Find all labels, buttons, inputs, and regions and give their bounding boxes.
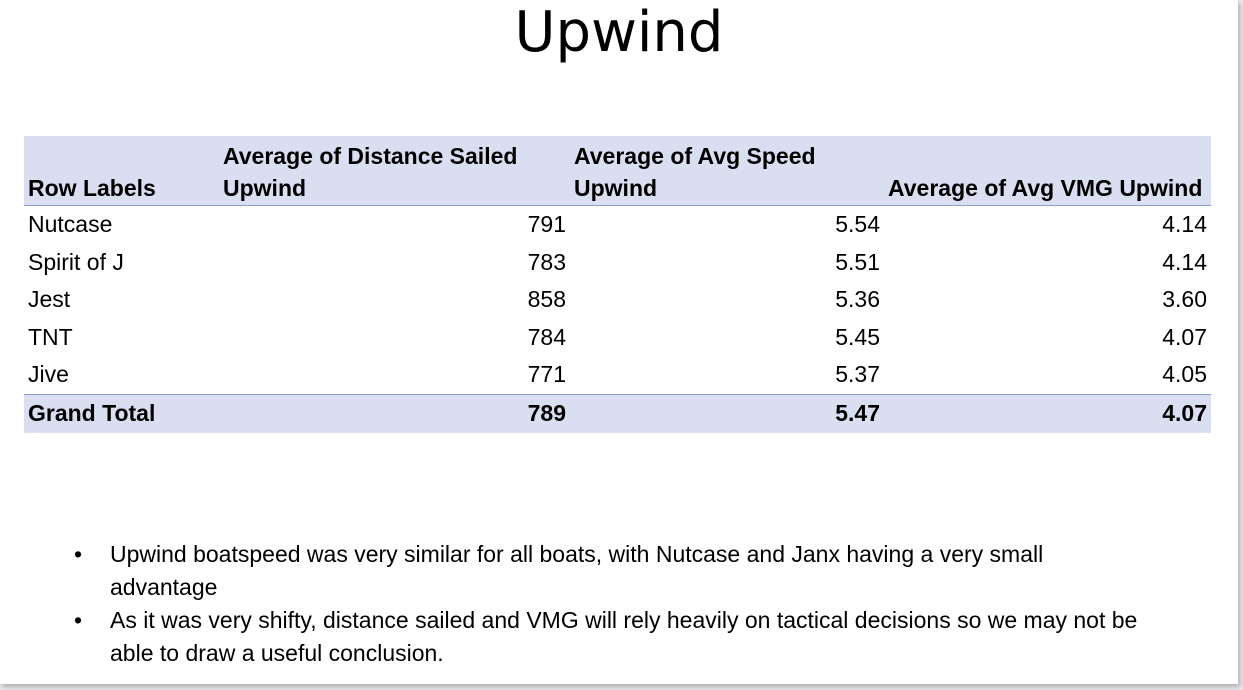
speed-cell: 5.37	[835, 361, 880, 388]
note-text: Upwind boatspeed was very similar for al…	[110, 541, 1044, 600]
total-vmg-cell: 4.07	[1162, 399, 1207, 426]
slide-title: Upwind	[514, 0, 724, 65]
vmg-cell: 3.60	[1162, 286, 1207, 313]
speed-cell: 5.45	[835, 323, 880, 350]
note-item: • As it was very shifty, distance sailed…	[74, 604, 1154, 670]
total-distance-cell: 789	[527, 399, 566, 426]
notes-list: • Upwind boatspeed was very similar for …	[74, 538, 1154, 670]
speed-cell: 5.54	[835, 211, 880, 237]
distance-cell: 771	[527, 361, 566, 388]
header-speed: Average of Avg Speed Upwind	[574, 143, 816, 201]
row-label: Nutcase	[28, 211, 113, 237]
total-speed-cell: 5.47	[835, 399, 880, 426]
header-row-labels: Row Labels	[28, 175, 156, 201]
speed-cell: 5.36	[835, 286, 880, 313]
note-text: As it was very shifty, distance sailed a…	[110, 607, 1138, 666]
table-row: Jive 771 5.37 4.05	[24, 356, 1211, 394]
row-label: TNT	[28, 323, 73, 350]
table-row: Nutcase 791 5.54 4.14	[24, 206, 1211, 244]
total-label: Grand Total	[28, 399, 156, 426]
bullet-icon: •	[74, 607, 83, 633]
distance-cell: 784	[527, 323, 566, 350]
header-distance: Average of Distance Sailed Upwind	[223, 143, 518, 201]
vmg-cell: 4.14	[1162, 211, 1207, 237]
table-row: Jest 858 5.36 3.60	[24, 281, 1211, 319]
table-row: Spirit of J 783 5.51 4.14	[24, 244, 1211, 282]
distance-cell: 783	[527, 248, 566, 275]
distance-cell: 858	[527, 286, 566, 313]
header-vmg: Average of Avg VMG Upwind	[888, 175, 1203, 201]
speed-cell: 5.51	[835, 248, 880, 275]
bullet-icon: •	[74, 541, 83, 567]
vmg-cell: 4.05	[1162, 361, 1207, 388]
row-label: Jest	[28, 286, 71, 313]
header-row: Row Labels Average of Distance Sailed Up…	[24, 136, 1211, 206]
distance-cell: 791	[527, 211, 566, 237]
grand-total-row: Grand Total 789 5.47 4.07	[24, 394, 1211, 433]
row-label: Spirit of J	[28, 248, 124, 275]
row-label: Jive	[28, 361, 69, 388]
note-item: • Upwind boatspeed was very similar for …	[74, 538, 1154, 604]
pivot-table: Row Labels Average of Distance Sailed Up…	[24, 136, 1211, 433]
vmg-cell: 4.07	[1162, 323, 1207, 350]
table-row: TNT 784 5.45 4.07	[24, 319, 1211, 357]
vmg-cell: 4.14	[1162, 248, 1207, 275]
